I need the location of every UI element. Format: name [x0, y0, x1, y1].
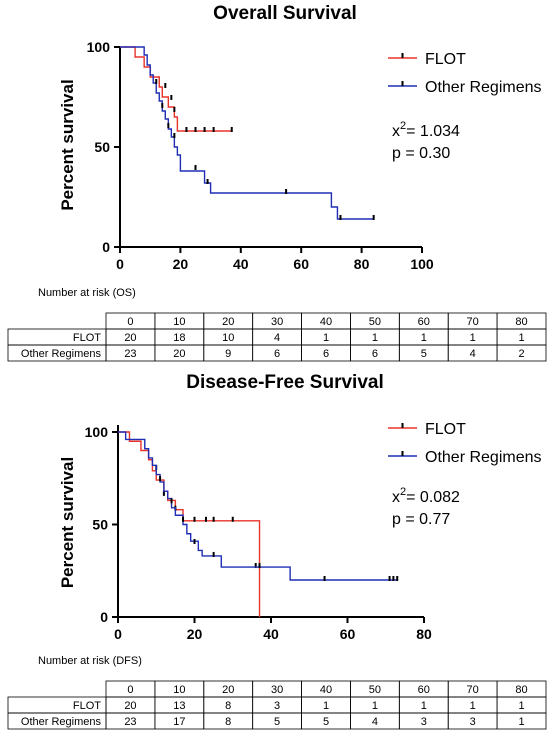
x-tick-label: 60	[340, 626, 356, 642]
y-tick-label: 0	[100, 609, 108, 625]
risk-table-value: 4	[274, 332, 280, 344]
legend-label: Other Regimens	[425, 79, 542, 96]
risk-table-time: 30	[271, 684, 283, 696]
risk-table-row-label: Other Regimens	[21, 716, 102, 728]
risk-table-title: Number at risk (DFS)	[38, 655, 142, 667]
risk-table-time: 10	[173, 316, 185, 328]
risk-table-value: 1	[323, 332, 329, 344]
risk-table-value: 23	[124, 348, 136, 360]
risk-table-value: 1	[323, 700, 329, 712]
risk-table-value: 3	[274, 700, 280, 712]
survival-curve-other-regimens	[118, 431, 398, 581]
legend-label: Other Regimens	[425, 449, 542, 466]
chart-title: Overall Survival	[213, 3, 357, 24]
risk-table-value: 4	[372, 716, 378, 728]
risk-table-value: 18	[173, 332, 185, 344]
risk-table-value: 1	[470, 332, 476, 344]
risk-table-time: 60	[418, 316, 430, 328]
risk-table-value: 1	[372, 700, 378, 712]
x-tick-label: 100	[410, 256, 434, 272]
risk-table-time: 80	[515, 316, 527, 328]
risk-table-value: 6	[274, 348, 280, 360]
x-tick-label: 40	[263, 626, 279, 642]
risk-table-cell	[496, 712, 547, 730]
y-tick-label: 50	[94, 139, 110, 155]
x-tick-label: 20	[173, 256, 189, 272]
survival-curve-flot	[118, 431, 261, 617]
risk-table-value: 4	[470, 348, 476, 360]
y-tick-label: 100	[87, 39, 111, 55]
risk-table-value: 1	[372, 332, 378, 344]
x-tick-label: 40	[233, 256, 249, 272]
risk-table-time: 20	[222, 316, 234, 328]
risk-table-value: 1	[518, 332, 524, 344]
x-tick-label: 80	[416, 626, 432, 642]
risk-table-value: 10	[222, 332, 234, 344]
survival-curve-other-regimens	[120, 46, 374, 220]
risk-table-value: 1	[518, 700, 524, 712]
risk-table-time: 70	[467, 316, 479, 328]
risk-table-row-label: FLOT	[73, 700, 101, 712]
risk-table-value: 9	[225, 348, 231, 360]
risk-table-value: 20	[124, 332, 136, 344]
risk-table-value: 3	[470, 716, 476, 728]
chi-square-stat: x2= 0.082	[392, 486, 460, 506]
risk-table-value: 6	[323, 348, 329, 360]
risk-table-row-label: Other Regimens	[21, 348, 102, 360]
risk-table-value: 3	[421, 716, 427, 728]
p-value: p = 0.30	[392, 145, 450, 162]
y-tick-label: 100	[85, 424, 109, 440]
risk-table-value: 5	[421, 348, 427, 360]
x-tick-label: 60	[293, 256, 309, 272]
risk-table-time: 30	[271, 316, 283, 328]
legend-label: FLOT	[425, 421, 466, 438]
risk-table-time: 0	[127, 316, 133, 328]
risk-table-value: 1	[518, 716, 524, 728]
risk-table-cell	[496, 344, 547, 362]
risk-table-time: 10	[173, 684, 185, 696]
x-tick-label: 0	[114, 626, 122, 642]
survival-curve-flot	[120, 46, 232, 132]
chart-title: Disease-Free Survival	[186, 372, 384, 393]
x-tick-label: 0	[116, 256, 124, 272]
x-tick-label: 20	[187, 626, 203, 642]
y-tick-label: 0	[102, 239, 110, 255]
risk-table-value: 6	[372, 348, 378, 360]
risk-table-value: 5	[323, 716, 329, 728]
risk-table-value: 17	[173, 716, 185, 728]
risk-table-value: 20	[173, 348, 185, 360]
risk-table-value: 1	[421, 332, 427, 344]
chi-square-stat: x2= 1.034	[392, 120, 460, 140]
risk-table-time: 50	[369, 684, 381, 696]
risk-table-title: Number at risk (OS)	[38, 287, 136, 299]
risk-table-value: 2	[518, 348, 524, 360]
risk-table-time: 70	[467, 684, 479, 696]
risk-table-value: 23	[124, 716, 136, 728]
risk-table-value: 13	[173, 700, 185, 712]
risk-table-value: 8	[225, 716, 231, 728]
risk-table-value: 1	[470, 700, 476, 712]
risk-table-time: 80	[515, 684, 527, 696]
y-axis-label: Percent survival	[58, 79, 77, 210]
risk-table-time: 60	[418, 684, 430, 696]
x-tick-label: 80	[354, 256, 370, 272]
y-tick-label: 50	[92, 517, 108, 533]
legend-label: FLOT	[425, 51, 466, 68]
y-axis-label: Percent survival	[58, 457, 77, 588]
risk-table-value: 5	[274, 716, 280, 728]
risk-table-time: 40	[320, 684, 332, 696]
risk-table-time: 20	[222, 684, 234, 696]
risk-table-time: 50	[369, 316, 381, 328]
risk-table-row-label: FLOT	[73, 332, 101, 344]
risk-table-value: 20	[124, 700, 136, 712]
risk-table-time: 0	[127, 684, 133, 696]
risk-table-time: 40	[320, 316, 332, 328]
risk-table-value: 1	[421, 700, 427, 712]
risk-table-value: 8	[225, 700, 231, 712]
p-value: p = 0.77	[392, 511, 450, 528]
